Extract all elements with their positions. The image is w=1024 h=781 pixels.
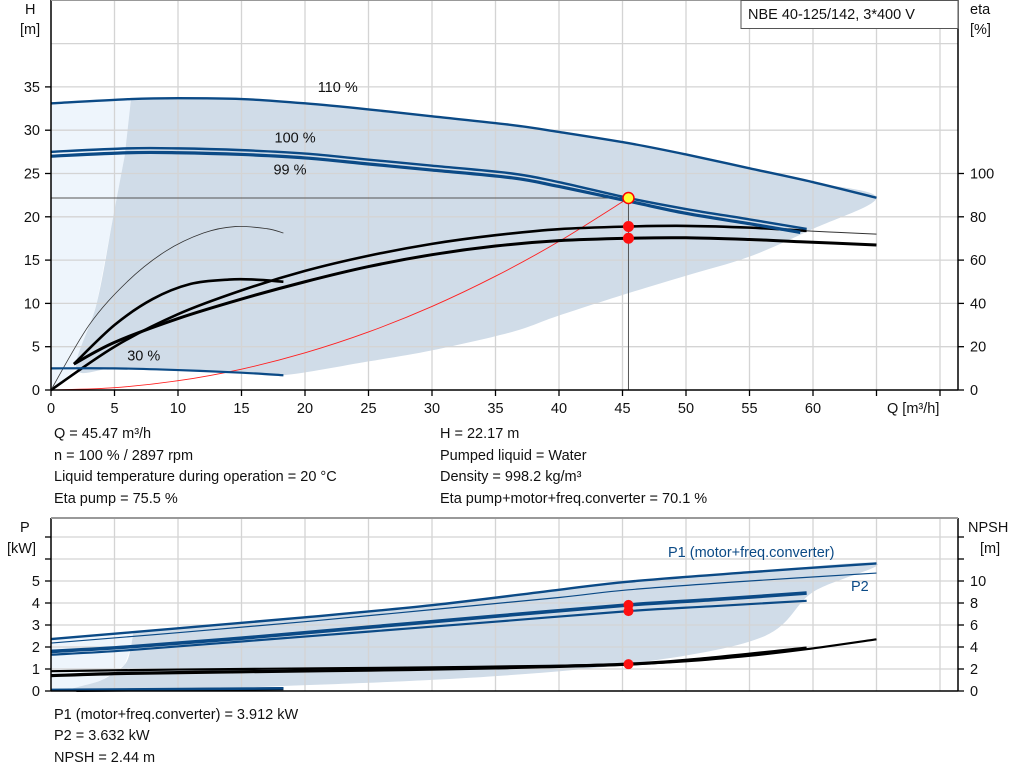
y2-tick-label: 2 bbox=[970, 662, 978, 678]
npsh-point bbox=[623, 659, 634, 670]
x-tick-label: 0 bbox=[47, 401, 55, 417]
y-axis-label-h-unit: [m] bbox=[20, 22, 40, 38]
p2-point bbox=[623, 606, 634, 617]
title-box bbox=[740, 0, 959, 29]
operating-point bbox=[622, 191, 635, 205]
operating-range-light bbox=[51, 99, 132, 391]
info-q: Q = 45.47 m³/h bbox=[54, 426, 151, 442]
y2-tick-label: 80 bbox=[970, 210, 986, 226]
info-eta-total: Eta pump+motor+freq.converter = 70.1 % bbox=[440, 491, 707, 507]
power-chart-curves bbox=[50, 562, 877, 692]
npsh-curve-1 bbox=[50, 646, 807, 678]
y-tick-label: 3 bbox=[32, 618, 40, 634]
y2-tick-label: 0 bbox=[970, 684, 978, 700]
x-tick-label: 60 bbox=[805, 401, 821, 417]
y2-tick-label: 60 bbox=[970, 253, 986, 269]
x-tick-label: 20 bbox=[297, 401, 313, 417]
head-chart-grid bbox=[51, 0, 958, 390]
x-axis-label: Q [m³/h] bbox=[887, 401, 939, 417]
y2-tick-label: 8 bbox=[970, 596, 978, 612]
y2-tick-label: 4 bbox=[970, 640, 978, 656]
power-curve-3 bbox=[50, 599, 807, 656]
y-tick-label: 30 bbox=[24, 123, 40, 139]
head-curve-1 bbox=[50, 146, 807, 231]
y2-axis-label-eta: eta bbox=[970, 2, 991, 18]
power-curve-2 bbox=[50, 591, 807, 654]
head-curve-label-3: 30 % bbox=[127, 349, 160, 365]
info-h: H = 22.17 m bbox=[440, 426, 519, 442]
x-tick-label: 45 bbox=[614, 401, 630, 417]
info-n: n = 100 % / 2897 rpm bbox=[54, 448, 193, 464]
eta-curve-3 bbox=[50, 225, 284, 391]
x-tick-label: 5 bbox=[110, 401, 118, 417]
series-label-p1: P1 (motor+freq.converter) bbox=[668, 545, 834, 561]
power-curve-4 bbox=[50, 687, 284, 692]
y2-axis-label-eta-unit: [%] bbox=[970, 22, 991, 38]
y2-tick-label: 20 bbox=[970, 340, 986, 356]
y-axis-label-p: P bbox=[20, 520, 30, 536]
info-eta-pump: Eta pump = 75.5 % bbox=[54, 491, 178, 507]
head-curve-2 bbox=[50, 150, 801, 234]
x-tick-label: 30 bbox=[424, 401, 440, 417]
head-curve-label-2: 99 % bbox=[273, 162, 306, 178]
y-tick-label: 10 bbox=[24, 296, 40, 312]
head-curve-3 bbox=[50, 367, 284, 377]
info-temperature: Liquid temperature during operation = 20… bbox=[54, 469, 337, 485]
info-npsh: NPSH = 2.44 m bbox=[54, 750, 155, 766]
y2-tick-label: 6 bbox=[970, 618, 978, 634]
y2-axis-label-npsh-unit: [m] bbox=[980, 541, 1000, 557]
eta-total-point bbox=[622, 232, 634, 244]
y2-tick-label: 100 bbox=[970, 167, 994, 183]
info-p2: P2 = 3.632 kW bbox=[54, 728, 150, 744]
eta-curve-2 bbox=[73, 236, 877, 366]
system-curve bbox=[50, 197, 629, 391]
y-tick-label: 0 bbox=[32, 684, 40, 700]
eta-curve-4 bbox=[72, 277, 284, 365]
y-tick-label: 5 bbox=[32, 574, 40, 590]
y-tick-label: 20 bbox=[24, 210, 40, 226]
x-tick-label: 55 bbox=[741, 401, 757, 417]
info-p1: P1 (motor+freq.converter) = 3.912 kW bbox=[54, 707, 298, 723]
x-tick-label: 35 bbox=[487, 401, 503, 417]
eta-curve-0 bbox=[50, 224, 807, 392]
y-tick-label: 1 bbox=[32, 662, 40, 678]
eta-curve-1 bbox=[806, 230, 877, 235]
y2-tick-label: 10 bbox=[970, 574, 986, 590]
y-tick-label: 15 bbox=[24, 253, 40, 269]
y-tick-label: 5 bbox=[32, 340, 40, 356]
y-tick-label: 0 bbox=[32, 383, 40, 399]
y2-tick-label: 0 bbox=[970, 383, 978, 399]
y2-axis-label-npsh: NPSH bbox=[968, 520, 1008, 536]
head-curve-label-0: 110 % bbox=[318, 80, 358, 96]
head-curve-0 bbox=[50, 96, 877, 199]
x-tick-label: 40 bbox=[551, 401, 567, 417]
power-curve-0 bbox=[50, 562, 877, 641]
series-label-p2: P2 bbox=[851, 579, 869, 595]
x-tick-label: 15 bbox=[233, 401, 249, 417]
y-axis-label-p-unit: [kW] bbox=[7, 541, 36, 557]
operating-range bbox=[69, 562, 878, 693]
x-tick-label: 50 bbox=[678, 401, 694, 417]
y-tick-label: 25 bbox=[24, 167, 40, 183]
y-tick-label: 4 bbox=[32, 596, 40, 612]
y2-tick-label: 40 bbox=[970, 296, 986, 312]
power-chart-axes: 0 1 2 3 4 5 0 2 4 6 8 10 bbox=[32, 517, 986, 700]
head-curve-label-1: 100 % bbox=[275, 130, 316, 146]
y-axis-label-h: H bbox=[25, 2, 35, 18]
head-chart-axes: 0 5 10 15 20 25 30 35 40 45 50 55 60 0 5 10 15 20 25 30 35 0 2… bbox=[24, 0, 994, 417]
eta-pump-point bbox=[622, 221, 634, 233]
head-chart-curves: 110 % 100 % 99 % 30 % bbox=[50, 80, 877, 392]
x-tick-label: 10 bbox=[170, 401, 186, 417]
info-liquid: Pumped liquid = Water bbox=[440, 448, 587, 464]
power-curve-1 bbox=[50, 572, 877, 644]
y-tick-label: 2 bbox=[32, 640, 40, 656]
info-density: Density = 998.2 kg/m³ bbox=[440, 469, 582, 485]
chart-title: NBE 40-125/142, 3*400 V bbox=[748, 7, 915, 23]
y-tick-label: 35 bbox=[24, 80, 40, 96]
x-tick-label: 25 bbox=[360, 401, 376, 417]
